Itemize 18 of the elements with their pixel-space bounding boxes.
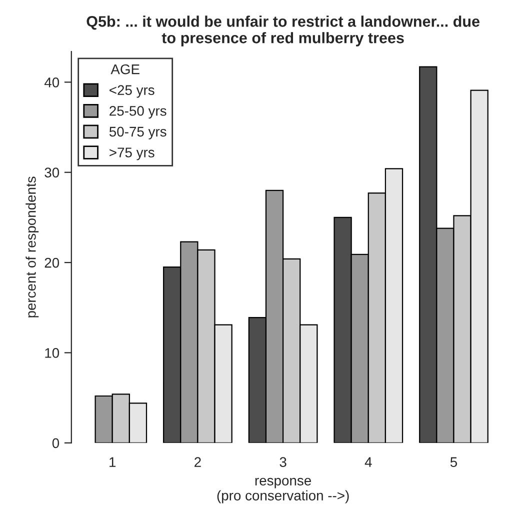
chart-title: Q5b: ... it would be unfair to restrict a landowner... due to presence of red mulberry trees	[86, 16, 480, 46]
y-tick-label: 20	[44, 258, 60, 268]
x-tick-label: 4	[364, 457, 372, 467]
y-tick-label: 10	[45, 348, 60, 358]
x-tick-label: 1	[110, 457, 116, 467]
y-tick-label: 30	[44, 168, 60, 178]
legend-label: 25-50 yrs	[110, 106, 166, 119]
legend-label: 50-75 yrs	[109, 126, 166, 140]
x-tick-label: 3	[280, 457, 286, 467]
legend-label: <25 yrs	[110, 85, 154, 98]
y-tick-label: 40	[44, 77, 60, 88]
x-tick-label: 5	[450, 457, 458, 467]
x-tick-label: 2	[194, 457, 201, 467]
legend-label: >75 yrs	[110, 148, 154, 160]
y-tick-label: 0	[52, 438, 60, 448]
legend-title: AGE	[110, 64, 140, 74]
y-axis-title: percent of respondents	[26, 176, 39, 318]
x-axis-title: response (pro conservation -->)	[217, 478, 349, 504]
